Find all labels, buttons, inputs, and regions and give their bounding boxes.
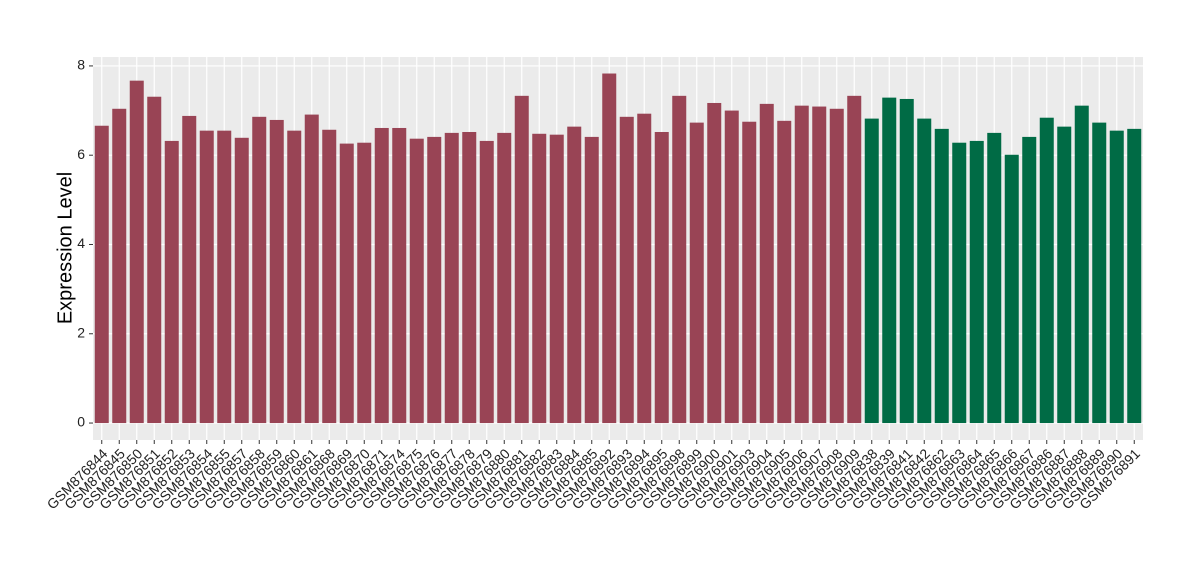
bar [532,133,547,424]
bar [479,140,494,424]
bar [952,142,967,424]
bar [1004,154,1019,424]
bar [94,125,109,424]
bar [1039,117,1054,424]
bar [917,118,932,424]
bar [322,129,337,424]
bar [444,132,459,424]
bar [217,130,232,424]
bar [409,138,424,424]
bar [1057,126,1072,424]
bar [269,119,284,424]
y-tick-label: 6 [77,146,85,162]
bar [619,116,634,424]
bar [969,140,984,424]
bar [1022,136,1037,424]
bar [462,131,477,424]
bar [339,143,354,424]
bar [899,98,914,424]
bar [707,102,722,424]
bar [287,130,302,424]
bar [864,118,879,424]
bar [742,121,757,424]
bar [987,132,1002,424]
bar [777,120,792,424]
bar [199,130,214,424]
bar [234,137,249,424]
bar [672,95,687,424]
bar [934,128,949,424]
bar [549,134,564,424]
bar [812,106,827,424]
bar [392,127,407,424]
bar [514,95,529,424]
bar [147,96,162,424]
bar [689,122,704,424]
bar [164,140,179,424]
bar [829,108,844,424]
plot-panel [93,57,1143,440]
bar [304,114,319,424]
y-tick-label: 0 [77,414,85,430]
bar [567,126,582,424]
bar [497,132,512,424]
bar [1074,105,1089,424]
bar [637,113,652,424]
bar [374,127,389,424]
bar [602,73,617,424]
y-tick-label: 2 [77,324,85,340]
bar [724,110,739,424]
bar [252,116,267,424]
bar [112,108,127,424]
bar [847,95,862,424]
bar [182,115,197,424]
bar [759,103,774,424]
y-axis-title: Expression Level [54,172,76,324]
bar [1109,130,1124,424]
bar [357,142,372,424]
bar [129,80,144,424]
bar [1127,128,1142,424]
y-tick-label: 8 [77,57,85,73]
bar [584,136,599,424]
y-tick-label: 4 [77,235,85,251]
bar [794,105,809,424]
bar [882,97,897,424]
bar [654,131,669,424]
bar [427,136,442,424]
bar [1092,122,1107,424]
